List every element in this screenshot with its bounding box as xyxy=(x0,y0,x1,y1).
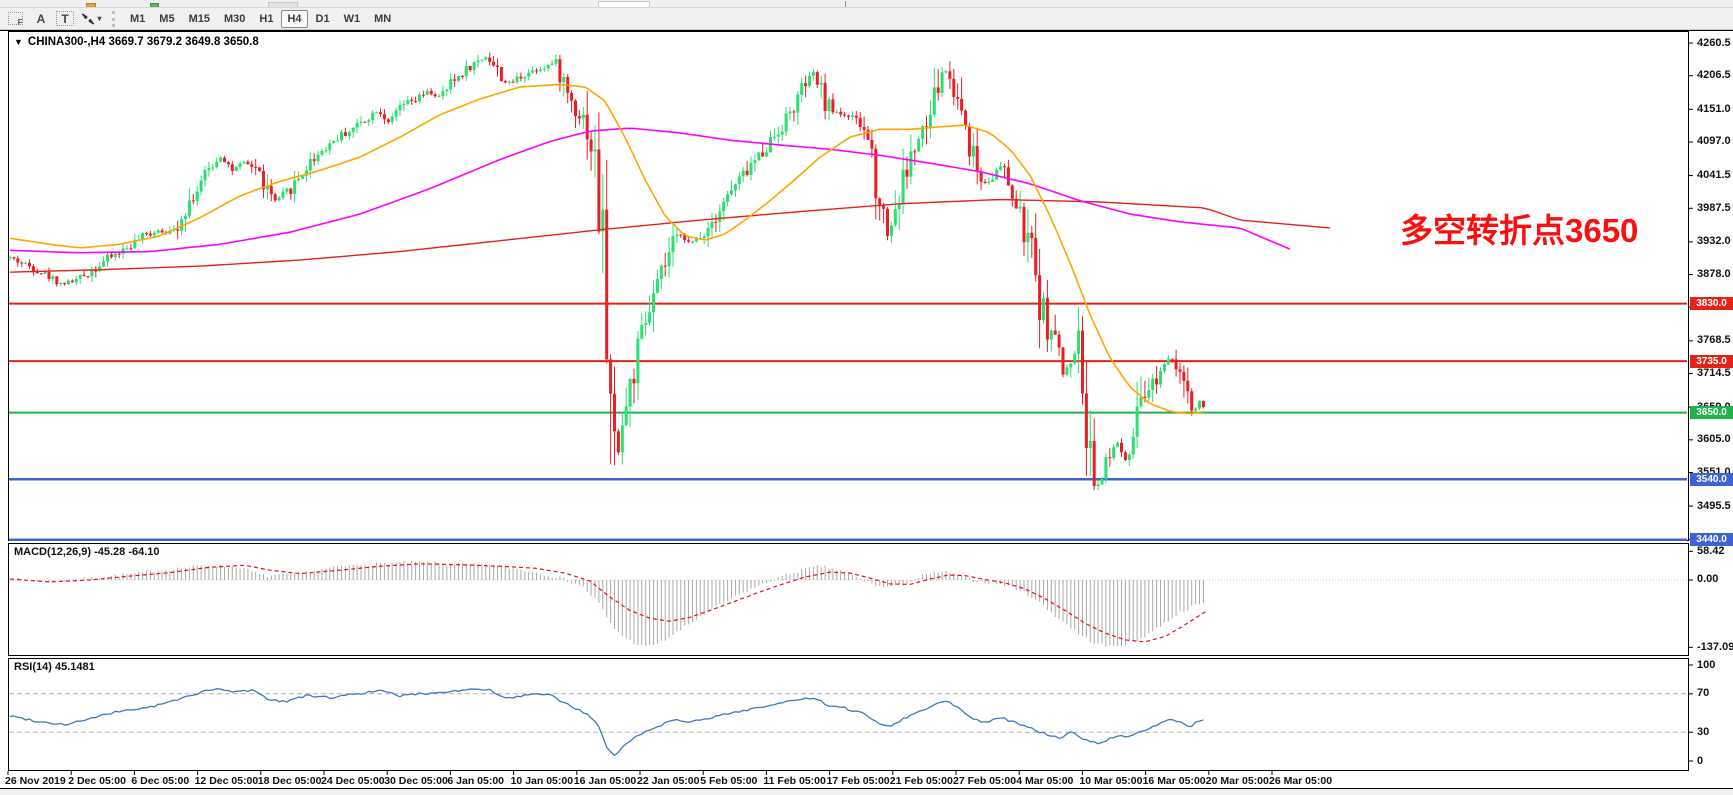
timeframe-button-m15[interactable]: M15 xyxy=(188,12,210,25)
timeframe-button-m5[interactable]: M5 xyxy=(159,12,175,25)
time-axis-label: 22 Jan 05:00 xyxy=(637,775,700,787)
timeframe-button-h4[interactable]: H4 xyxy=(281,9,308,28)
time-axis-label: 16 Jan 05:00 xyxy=(573,775,637,787)
timeframe-group: M1 M5 M15 M30 H1 H4 D1 W1 MN xyxy=(123,9,398,28)
text-label-icon[interactable]: A xyxy=(30,10,52,28)
time-axis-label: 17 Feb 05:00 xyxy=(826,775,890,787)
rsi-tick-label: 100 xyxy=(1697,658,1716,671)
price-tick-label: 4041.5 xyxy=(1697,169,1731,182)
toolbar-fragment xyxy=(598,1,650,7)
time-axis-label: 26 Mar 05:00 xyxy=(1269,775,1333,787)
price-tick-label: 4260.5 xyxy=(1697,36,1731,49)
macd-tick-label: -137.09 xyxy=(1697,640,1733,653)
time-axis-label: 6 Jan 05:00 xyxy=(447,775,505,787)
text-box-icon[interactable]: T xyxy=(56,11,74,26)
text-label-glyph: A xyxy=(36,11,46,26)
chart-symbol-title: ▼ CHINA300-,H4 3669.7 3679.2 3649.8 3650.… xyxy=(14,36,259,48)
toolbar-separator xyxy=(112,10,117,27)
time-axis-label: 12 Dec 05:00 xyxy=(194,775,259,787)
timeframe-button-w1[interactable]: W1 xyxy=(343,12,361,25)
rsi-tick-label: 30 xyxy=(1697,725,1710,738)
time-axis-label: 21 Feb 05:00 xyxy=(889,775,953,787)
arrow-objects-icon[interactable]: ▾ xyxy=(78,10,104,28)
price-tick-label: 3932.0 xyxy=(1697,235,1731,248)
toolbar-fragment xyxy=(845,1,846,7)
upper-toolbar-fragment xyxy=(0,0,1733,8)
price-tick-label: 3714.5 xyxy=(1697,367,1731,380)
dropdown-caret[interactable]: ▾ xyxy=(97,14,102,23)
time-axis-label: 20 Mar 05:00 xyxy=(1205,775,1269,787)
price-level-badge: 3830.0 xyxy=(1690,297,1733,311)
time-axis-label: 5 Feb 05:00 xyxy=(700,775,758,787)
chart-text-annotation[interactable]: 多空转折点3650 xyxy=(1400,212,1639,249)
symbol-ohlc-text: CHINA300-,H4 3669.7 3679.2 3649.8 3650.8 xyxy=(27,36,259,48)
price-tick-label: 4206.5 xyxy=(1697,69,1731,82)
time-axis-label: 2 Dec 05:00 xyxy=(68,775,126,787)
timeframe-button-m1[interactable]: M1 xyxy=(130,12,146,25)
timeframe-button-d1[interactable]: D1 xyxy=(315,12,330,25)
time-axis-label: 24 Dec 05:00 xyxy=(321,775,385,787)
text-box-glyph: T xyxy=(61,11,69,26)
price-tick-label: 3987.5 xyxy=(1697,201,1731,214)
price-tick-label: 3495.5 xyxy=(1697,499,1731,512)
rsi-indicator-label: RSI(14) 45.1481 xyxy=(14,661,95,673)
symbol-dropdown-icon[interactable]: ▼ xyxy=(14,37,23,47)
time-axis-label: 10 Jan 05:00 xyxy=(510,775,574,787)
macd-tick-label: 0.00 xyxy=(1697,573,1719,586)
time-axis-label: 18 Dec 05:00 xyxy=(257,775,322,787)
price-tick-label: 3768.5 xyxy=(1697,334,1731,347)
toolbar-fragment xyxy=(150,3,159,7)
toolbar-fragment xyxy=(268,2,298,7)
timeframe-button-h1[interactable]: H1 xyxy=(259,12,274,25)
time-axis-label: 26 Nov 2019 xyxy=(5,775,66,787)
price-tick-label: 4151.0 xyxy=(1697,102,1731,115)
grid-icon-letter: F xyxy=(17,18,23,27)
price-level-badge: 3650.0 xyxy=(1690,406,1733,420)
time-axis-label: 11 Feb 05:00 xyxy=(763,775,826,787)
price-tick-label: 3878.0 xyxy=(1697,268,1731,281)
price-tick-label: 3605.0 xyxy=(1697,433,1731,446)
time-axis-label: 10 Mar 05:00 xyxy=(1079,775,1143,787)
macd-tick-label: 58.42 xyxy=(1697,544,1725,557)
time-axis-label: 27 Feb 05:00 xyxy=(953,775,1017,787)
macd-indicator-label: MACD(12,26,9) -45.28 -64.10 xyxy=(14,546,160,558)
time-axis-label: 6 Dec 05:00 xyxy=(131,775,190,787)
indicator-grid-icon[interactable]: F xyxy=(4,10,26,28)
arrows-glyph xyxy=(82,12,95,25)
rsi-tick-label: 0 xyxy=(1697,754,1704,767)
price-level-badge: 3735.0 xyxy=(1690,354,1733,368)
timeframe-button-mn[interactable]: MN xyxy=(374,12,392,25)
toolbar-fragment xyxy=(86,3,96,7)
time-axis-label: 4 Mar 05:00 xyxy=(1016,775,1074,787)
time-axis-label: 30 Dec 05:00 xyxy=(384,775,448,787)
price-level-badge: 3440.0 xyxy=(1690,533,1733,547)
price-tick-label: 4097.0 xyxy=(1697,135,1731,148)
rsi-tick-label: 70 xyxy=(1697,687,1710,700)
chart-toolbar: F A T ▾ M1 M5 M15 M30 H1 H4 D1 W1 MN xyxy=(0,8,1733,30)
time-axis-label: 16 Mar 05:00 xyxy=(1142,775,1206,787)
price-level-badge: 3540.0 xyxy=(1690,472,1733,486)
bottom-status-strip xyxy=(0,788,1733,795)
timeframe-button-m30[interactable]: M30 xyxy=(223,12,246,25)
